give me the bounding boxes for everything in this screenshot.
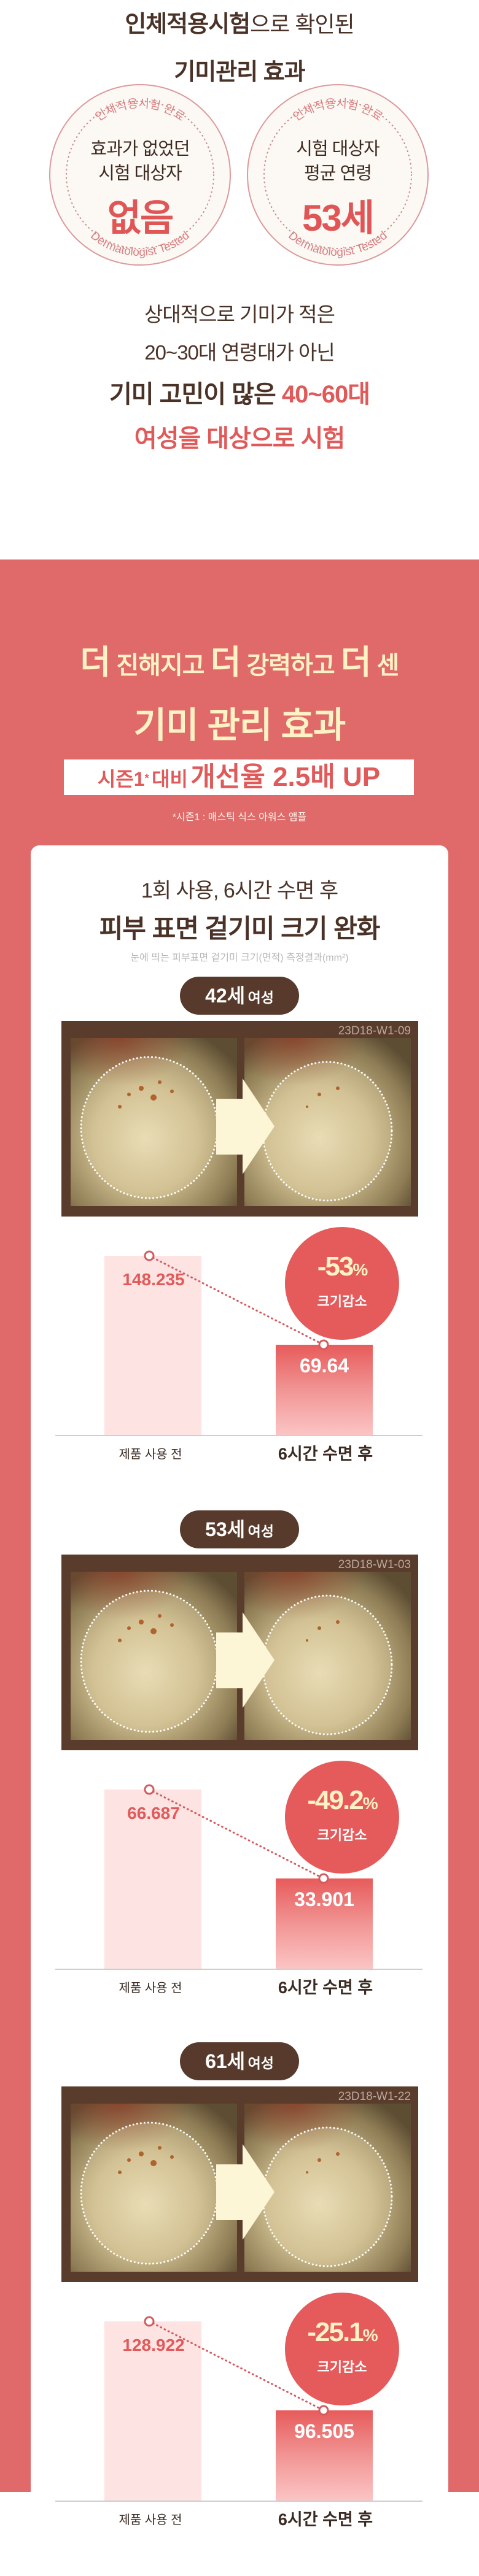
label-after: 6시간 수면 후: [278, 1445, 373, 1463]
bar-chart: [55, 1784, 423, 1970]
bar-chart: [55, 1250, 423, 1436]
after-photo: [244, 2104, 411, 2272]
bar-after: [276, 2410, 373, 2501]
intro-line4: 여성을 대상으로 시험: [134, 425, 345, 452]
reduction-badge: -25.1% 크기감소: [285, 2293, 399, 2405]
before-after-photo: 23D18-W1-09: [61, 1021, 418, 1217]
after-photo: [244, 1572, 411, 1740]
trend-connector: [148, 1255, 325, 1346]
bar-chart: [55, 2316, 423, 2502]
chart-baseline: [55, 2501, 423, 2502]
point-before: [144, 1250, 155, 1261]
intro-line1: 상대적으로 기미가 적은: [144, 303, 335, 326]
age-pill: 42세 여성: [180, 977, 299, 1015]
label-after: 6시간 수면 후: [278, 1978, 373, 1997]
reduction-label: 크기감소: [317, 1828, 367, 1843]
point-before: [144, 1784, 155, 1795]
stamp-value: 53세: [302, 198, 375, 239]
section-title: 인체적용시험으로 확인된: [0, 5, 479, 39]
bar-after: [276, 1878, 373, 1969]
improvement-box: 시즌1* 대비 개선율 2.5배 UP: [64, 759, 414, 795]
card-title-line2: 피부 표면 겉기미 크기 완화: [99, 914, 381, 943]
before-after-photo: 23D18-W1-03: [61, 1555, 418, 1750]
bar-before: [104, 1790, 201, 1969]
intro-line3-dark: 기미 고민이 많은: [109, 381, 282, 408]
bar-after: [276, 1345, 373, 1435]
arrow-right-icon: [80, 2121, 393, 2267]
before-photo: [71, 2104, 237, 2272]
stamp-line1: 시험 대상자: [296, 139, 380, 159]
label-after: 6시간 수면 후: [278, 2510, 373, 2529]
trend-connector: [148, 1788, 325, 1880]
stamp-line1: 효과가 없었던: [90, 139, 190, 159]
reduction-value: -25.1: [307, 2317, 364, 2347]
intro-line3: 기미 고민이 많은 40~60대: [0, 374, 479, 410]
point-after: [318, 1873, 329, 1884]
photo-id: 23D18-W1-09: [338, 1025, 411, 1037]
subject-block: 42세 여성 23D18-W1-09 148.235 69.: [0, 977, 479, 1510]
reduction-value: -53: [317, 1251, 354, 1282]
reduction-label: 크기감소: [317, 2359, 367, 2375]
subject-block: 53세 여성 23D18-W1-03 66.687 33.9: [0, 1510, 479, 2044]
promo-footnote: *시즌1 : 매스틱 식스 아워스 앰플: [172, 812, 307, 823]
after-photo: [244, 1038, 411, 1206]
photo-id: 23D18-W1-22: [338, 2090, 411, 2103]
stamp-seal-icon: 인체적용시험 완료 Dermatologist Tested: [247, 84, 429, 266]
trend-connector: [148, 2320, 325, 2412]
photo-id: 23D18-W1-03: [338, 1558, 411, 1571]
point-after: [318, 2405, 329, 2416]
intro-line2: 20~30대 연령대가 아닌: [144, 341, 335, 364]
value-after: 69.64: [299, 1355, 349, 1377]
subject-block: 61세 여성 23D18-W1-22 128.922 96.: [0, 2042, 479, 2576]
arrow-right-icon: [80, 1590, 393, 1736]
point-before: [144, 2316, 155, 2327]
intro-line3-red: 40~60대: [281, 381, 370, 408]
reduction-badge: -49.2% 크기감소: [285, 1761, 399, 1874]
value-after: 96.505: [294, 2420, 354, 2442]
label-before: 제품 사용 전: [119, 1448, 182, 1461]
promo-headline-line2: 기미 관리 효과: [133, 706, 346, 745]
value-before: 128.922: [122, 2336, 185, 2355]
before-photo: [71, 1038, 237, 1206]
stamp-value: 없음: [107, 198, 174, 239]
bar-before: [104, 2321, 201, 2501]
reduction-label: 크기감소: [317, 1294, 367, 1309]
arrow-right-icon: [80, 1056, 393, 1202]
chart-baseline: [55, 1435, 423, 1436]
stamp-average-age: 인체적용시험 완료 Dermatologist Tested 시험 대상자 평균…: [246, 83, 430, 267]
section-title-line2: 기미관리 효과: [174, 60, 305, 85]
before-photo: [71, 1572, 237, 1740]
reduction-value: -49.2: [307, 1785, 364, 1815]
chart-baseline: [55, 1969, 423, 1970]
card-title-line1: 1회 사용, 6시간 수면 후: [141, 879, 338, 902]
stamp-seal-icon: 인체적용시험 완료 Dermatologist Tested: [49, 84, 231, 266]
promo-headline: 더 진해지고 더 강력하고 더 센: [80, 644, 400, 681]
title-bold: 인체적용시험: [125, 12, 251, 37]
reduction-badge: -53% 크기감소: [285, 1227, 399, 1340]
label-before: 제품 사용 전: [119, 1982, 182, 1995]
value-before: 148.235: [122, 1270, 185, 1289]
stamp-line2: 평균 연령: [304, 164, 372, 183]
label-before: 제품 사용 전: [119, 2513, 182, 2527]
value-before: 66.687: [127, 1804, 180, 1823]
value-after: 33.901: [294, 1888, 354, 1910]
stamp-line2: 시험 대상자: [98, 164, 182, 183]
stamp-no-failure: 인체적용시험 완료 Dermatologist Tested 효과가 없었던 시…: [48, 83, 232, 267]
title-rest: 으로 확인된: [250, 12, 355, 37]
point-after: [318, 1339, 329, 1350]
card-subtitle: 눈에 띄는 피부표면 겉기미 크기(면적) 측정결과(mm²): [130, 953, 349, 963]
age-pill: 53세 여성: [180, 1510, 299, 1548]
before-after-photo: 23D18-W1-22: [61, 2086, 418, 2282]
bar-before: [104, 1256, 201, 1435]
age-pill: 61세 여성: [180, 2042, 299, 2080]
